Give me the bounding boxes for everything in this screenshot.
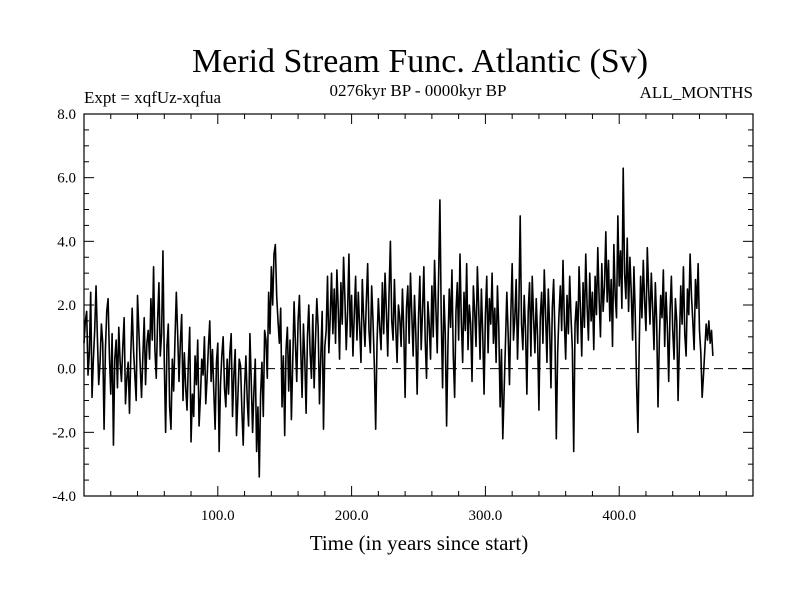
y-tick-label: 2.0 xyxy=(57,298,76,314)
y-tick-label: -4.0 xyxy=(52,489,76,505)
x-axis-label: Time (in years since start) xyxy=(310,531,529,555)
x-tick-label: 300.0 xyxy=(469,508,503,524)
y-tick-label: 4.0 xyxy=(57,234,76,250)
y-tick-label: 8.0 xyxy=(57,107,76,123)
x-tick-label: 400.0 xyxy=(602,508,636,524)
series-line-0 xyxy=(83,167,714,478)
y-tick-label: 0.0 xyxy=(57,362,76,378)
time-range-label: 0276kyr BP - 0000kyr BP xyxy=(330,81,507,100)
x-tick-label: 100.0 xyxy=(201,508,235,524)
months-label: ALL_MONTHS xyxy=(640,83,753,102)
plot-area: 100.0 200.0 300.0 400.0 -4.0 -2.0 0.0 2.0 4.0 6.0… xyxy=(52,107,754,524)
chart-title: Merid Stream Func. Atlantic (Sv) xyxy=(192,43,648,80)
x-tick-label: 200.0 xyxy=(335,508,369,524)
y-tick-label: 6.0 xyxy=(57,171,76,187)
y-tick-label: -2.0 xyxy=(52,425,76,441)
experiment-label: Expt = xqfUz-xqfua xyxy=(84,88,222,107)
